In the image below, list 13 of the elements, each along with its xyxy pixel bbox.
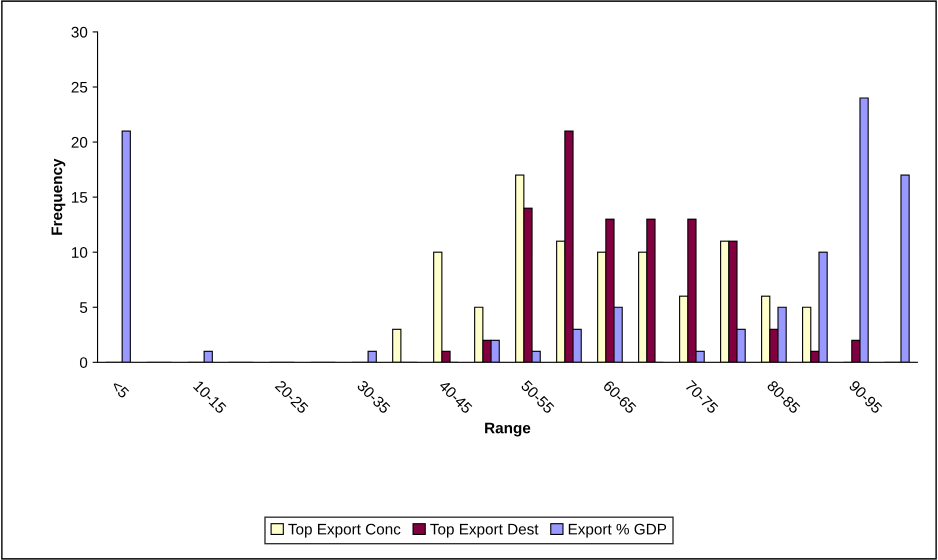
y-tick-label: 30 xyxy=(71,26,88,38)
y-tick-label: 10 xyxy=(72,247,88,258)
legend-label: Export % GDP xyxy=(568,524,666,538)
y-tick-label: 25 xyxy=(72,82,88,93)
y-axis-title: Frequency xyxy=(52,158,66,235)
legend-label: Top Export Conc xyxy=(288,524,400,538)
x-axis-title: Range xyxy=(485,422,530,436)
y-tick-label: 15 xyxy=(72,192,88,203)
legend-label: Top Export Dest xyxy=(430,524,538,538)
y-tick-label: 0 xyxy=(80,357,88,368)
y-tick-label: 20 xyxy=(72,136,88,148)
y-tick-label: 5 xyxy=(80,302,88,313)
x-tick-label: <5 xyxy=(110,380,130,399)
